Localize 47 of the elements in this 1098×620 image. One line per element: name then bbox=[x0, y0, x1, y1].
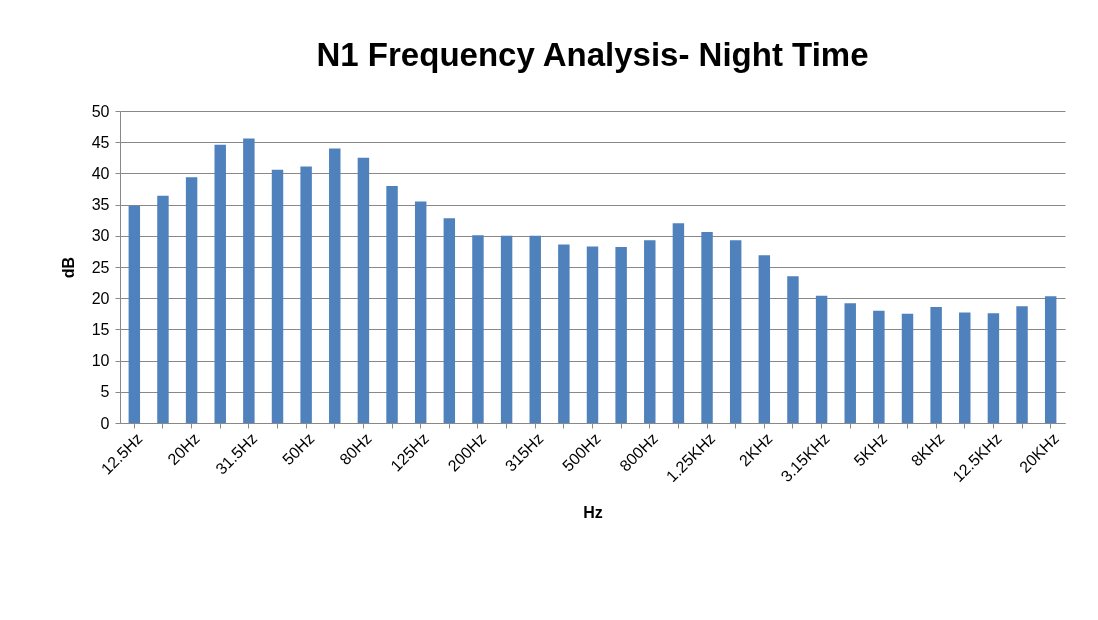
bar bbox=[987, 313, 1000, 423]
bar bbox=[901, 313, 914, 423]
y-tick-label: 15 bbox=[91, 320, 110, 338]
bar bbox=[386, 185, 398, 423]
bar bbox=[672, 223, 685, 423]
bar bbox=[701, 232, 713, 423]
y-tick-label: 45 bbox=[91, 133, 110, 151]
bar bbox=[500, 235, 513, 423]
bar bbox=[729, 240, 742, 423]
y-tick-label: 40 bbox=[91, 164, 110, 182]
bar bbox=[214, 144, 226, 423]
bar bbox=[329, 148, 341, 423]
y-tick-label: 50 bbox=[91, 102, 110, 120]
bar bbox=[1016, 306, 1028, 423]
bar bbox=[615, 247, 627, 423]
bar bbox=[1044, 296, 1057, 423]
bar bbox=[185, 177, 198, 423]
bar bbox=[844, 303, 856, 423]
bar bbox=[558, 244, 570, 423]
y-tick-label: 30 bbox=[91, 227, 110, 245]
y-axis-title: dB bbox=[59, 256, 77, 279]
bar bbox=[644, 240, 656, 423]
y-tick-label: 25 bbox=[91, 258, 110, 276]
bar bbox=[271, 169, 284, 423]
bar bbox=[157, 195, 169, 423]
bar bbox=[758, 255, 771, 423]
y-tick-label: 5 bbox=[100, 383, 110, 401]
y-tick-label: 10 bbox=[91, 352, 110, 370]
bar bbox=[414, 201, 427, 423]
y-tick-label: 35 bbox=[91, 196, 110, 214]
bar bbox=[443, 218, 456, 423]
bar bbox=[930, 306, 942, 423]
bar bbox=[357, 157, 370, 423]
bar bbox=[300, 166, 312, 423]
bar bbox=[243, 138, 255, 423]
x-axis-title: Hz bbox=[583, 504, 603, 522]
chart-title: N1 Frequency Analysis- Night Time bbox=[316, 36, 869, 73]
y-tick-label: 0 bbox=[100, 414, 110, 432]
bar bbox=[529, 235, 541, 423]
bar bbox=[128, 205, 141, 423]
bar bbox=[873, 310, 885, 423]
bar bbox=[472, 235, 484, 423]
bar bbox=[787, 276, 799, 423]
bar bbox=[815, 295, 828, 423]
y-tick-label: 20 bbox=[91, 289, 110, 307]
bar bbox=[586, 246, 599, 423]
bar bbox=[959, 312, 971, 423]
